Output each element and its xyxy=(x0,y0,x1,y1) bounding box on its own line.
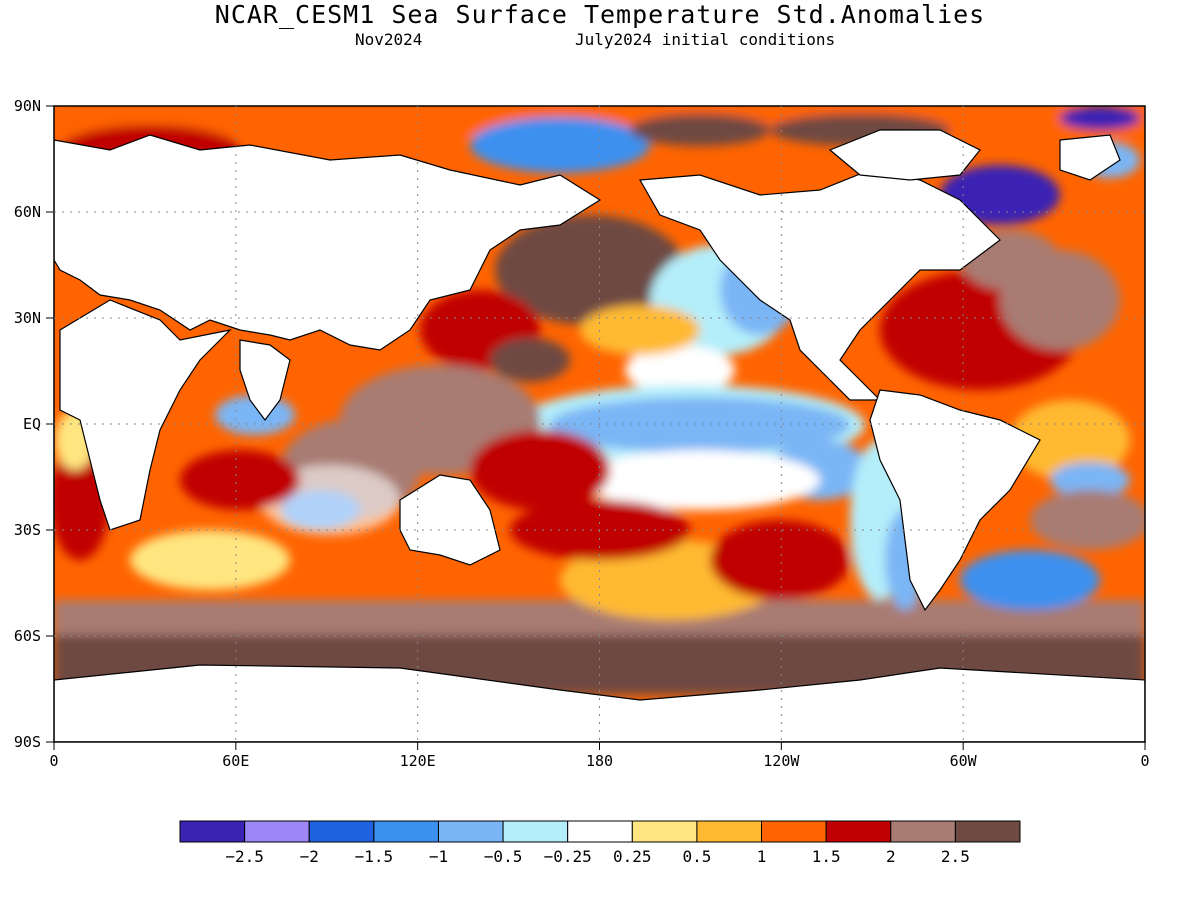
lat-tick-label: 30N xyxy=(14,309,41,327)
lat-tick-label: EQ xyxy=(23,415,41,433)
longitude-axis: 0 60E 120E 180 120W 60W 0 xyxy=(49,742,1150,770)
colorbar-swatch xyxy=(437,820,504,843)
colorbar-label: −2.5 xyxy=(225,847,264,866)
lon-tick-label: 60W xyxy=(950,752,978,770)
colorbar-swatch xyxy=(244,820,310,843)
lon-tick-label: 180 xyxy=(586,752,613,770)
colorbar-label: 0.5 xyxy=(682,847,711,866)
lat-tick-label: 90N xyxy=(14,97,41,115)
colorbar-swatch xyxy=(179,820,246,843)
colorbar-label: 1.5 xyxy=(812,847,841,866)
lon-tick-label: 0 xyxy=(49,752,58,770)
lat-tick-label: 30S xyxy=(14,521,41,539)
colorbar-label: 1 xyxy=(757,847,767,866)
continents xyxy=(54,129,1145,742)
lat-tick-label: 90S xyxy=(14,733,41,751)
lon-tick-label: 120E xyxy=(400,752,436,770)
colorbar-label: 0.25 xyxy=(613,847,652,866)
colorbar-swatch xyxy=(631,820,698,843)
chart-title: NCAR_CESM1 Sea Surface Temperature Std.A… xyxy=(214,0,986,29)
colorbar-swatch xyxy=(696,820,763,843)
colorbar-swatch xyxy=(890,820,956,843)
colorbar-swatch xyxy=(761,820,827,843)
colorbar: −2.5 −2 −1.5 −1 −0.5 −0.25 0.25 0.5 1 1.5 2 2.5 xyxy=(179,820,1021,866)
colorbar-label: −2 xyxy=(300,847,319,866)
colorbar-label: −1.5 xyxy=(355,847,394,866)
lat-tick-label: 60S xyxy=(14,627,41,645)
colorbar-label: −1 xyxy=(429,847,448,866)
colorbar-swatch xyxy=(373,820,439,843)
colorbar-label: 2.5 xyxy=(941,847,970,866)
colorbar-swatch xyxy=(308,820,375,843)
lon-tick-label: 120W xyxy=(763,752,800,770)
forecast-month: Nov2024 xyxy=(355,30,423,49)
lon-tick-label: 60E xyxy=(222,752,249,770)
colorbar-swatch xyxy=(502,820,569,843)
colorbar-swatch xyxy=(567,820,633,843)
colorbar-swatch xyxy=(954,820,1021,843)
initial-conditions: July2024 initial conditions xyxy=(575,30,836,49)
latitude-axis: 90N 60N 30N EQ 30S 60S 90S xyxy=(14,97,54,751)
lon-tick-label: 0 xyxy=(1140,752,1149,770)
lat-tick-label: 60N xyxy=(14,203,41,221)
colorbar-label: 2 xyxy=(886,847,896,866)
colorbar-swatch xyxy=(825,820,892,843)
colorbar-label: −0.25 xyxy=(544,847,592,866)
colorbar-label: −0.5 xyxy=(484,847,523,866)
graticule xyxy=(54,106,1145,742)
